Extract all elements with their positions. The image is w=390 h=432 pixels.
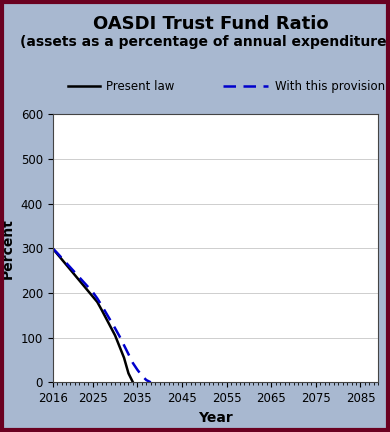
Present law	[59, 257, 64, 262]
With this provision	[117, 334, 122, 339]
With this provision	[131, 361, 135, 366]
Present law	[68, 267, 73, 273]
Present law	[73, 273, 77, 278]
Present law	[131, 380, 135, 385]
With this provision	[95, 296, 99, 301]
With this provision	[59, 255, 64, 260]
Line: With this provision: With this provision	[53, 248, 151, 382]
With this provision	[140, 373, 144, 378]
With this provision	[90, 289, 95, 295]
With this provision	[149, 380, 153, 385]
Present law	[90, 294, 95, 299]
With this provision	[144, 378, 149, 383]
With this provision	[86, 285, 91, 290]
Y-axis label: Percent: Percent	[1, 218, 15, 279]
With this provision	[77, 275, 82, 280]
Present law	[104, 316, 108, 321]
Line: Present law: Present law	[53, 248, 133, 382]
Text: OASDI Trust Fund Ratio: OASDI Trust Fund Ratio	[93, 15, 328, 33]
Present law	[117, 344, 122, 349]
Present law	[126, 371, 131, 376]
With this provision	[68, 265, 73, 270]
With this provision	[64, 260, 68, 265]
Text: (assets as a percentage of annual expenditures): (assets as a percentage of annual expend…	[20, 35, 390, 48]
With this provision	[108, 318, 113, 323]
With this provision	[50, 246, 55, 251]
With this provision	[104, 311, 108, 316]
With this provision	[99, 303, 104, 308]
Text: With this provision: With this provision	[275, 79, 385, 93]
Present law	[122, 355, 126, 360]
With this provision	[73, 270, 77, 275]
With this provision	[113, 326, 117, 331]
X-axis label: Year: Year	[198, 410, 233, 425]
Present law	[86, 289, 91, 294]
With this provision	[55, 250, 59, 255]
Present law	[95, 299, 99, 305]
Present law	[113, 333, 117, 338]
Present law	[108, 324, 113, 330]
With this provision	[82, 280, 86, 285]
Present law	[99, 308, 104, 313]
With this provision	[122, 343, 126, 348]
Present law	[77, 278, 82, 283]
Text: Present law: Present law	[106, 79, 175, 93]
With this provision	[126, 352, 131, 357]
With this provision	[135, 367, 140, 372]
Present law	[64, 262, 68, 267]
Present law	[50, 246, 55, 251]
Present law	[82, 283, 86, 289]
Present law	[55, 251, 59, 256]
